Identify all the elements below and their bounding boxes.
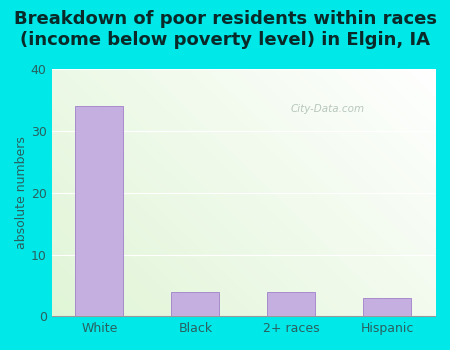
Bar bbox=[267, 292, 315, 316]
Bar bbox=[76, 106, 123, 316]
Text: City-Data.com: City-Data.com bbox=[291, 104, 364, 114]
Bar bbox=[171, 292, 219, 316]
Bar bbox=[363, 298, 411, 316]
Text: Breakdown of poor residents within races
(income below poverty level) in Elgin, : Breakdown of poor residents within races… bbox=[14, 10, 436, 49]
Y-axis label: absolute numbers: absolute numbers bbox=[15, 136, 28, 249]
